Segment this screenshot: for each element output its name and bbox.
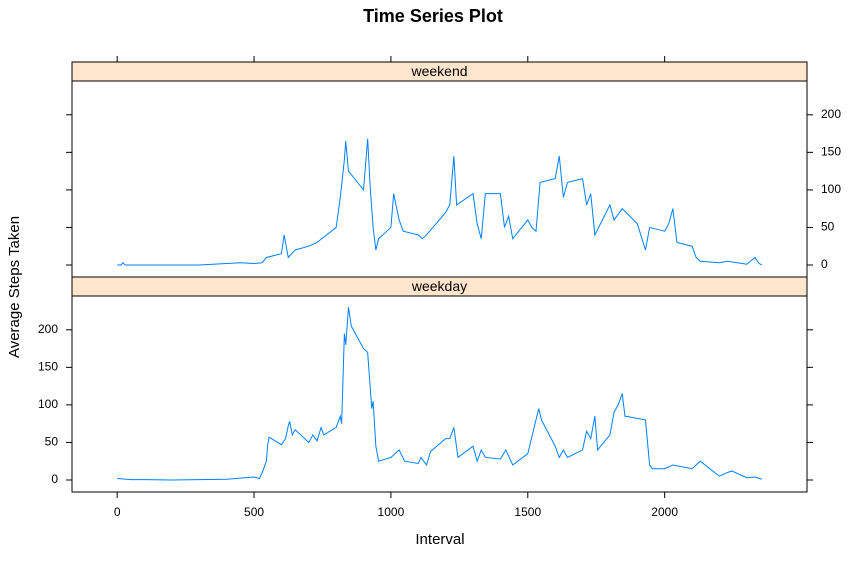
y-tick-label: 50 xyxy=(821,220,835,234)
y-tick-label: 50 xyxy=(45,435,59,449)
y-tick-label: 150 xyxy=(821,145,841,159)
data-line xyxy=(117,307,762,481)
y-tick-label: 200 xyxy=(821,107,841,121)
x-axis-label: Interval xyxy=(415,531,464,548)
x-tick-label: 1500 xyxy=(514,505,541,519)
y-tick-label: 200 xyxy=(38,322,58,336)
strip-label: weekday xyxy=(411,278,467,294)
y-axis-label: Average Steps Taken xyxy=(6,216,23,358)
x-tick-label: 1000 xyxy=(378,505,405,519)
y-tick-label: 150 xyxy=(38,360,58,374)
chart-title: Time Series Plot xyxy=(363,6,503,26)
x-tick-label: 0 xyxy=(114,505,121,519)
y-tick-label: 0 xyxy=(51,472,58,486)
x-tick-label: 2000 xyxy=(651,505,678,519)
y-tick-label: 100 xyxy=(821,182,841,196)
y-tick-label: 100 xyxy=(38,397,58,411)
strip-label: weekend xyxy=(410,63,467,79)
panel-frame xyxy=(71,80,808,278)
y-tick-label: 0 xyxy=(821,257,828,271)
panel-frame xyxy=(71,295,808,493)
data-line xyxy=(117,138,763,266)
x-tick-label: 500 xyxy=(244,505,264,519)
